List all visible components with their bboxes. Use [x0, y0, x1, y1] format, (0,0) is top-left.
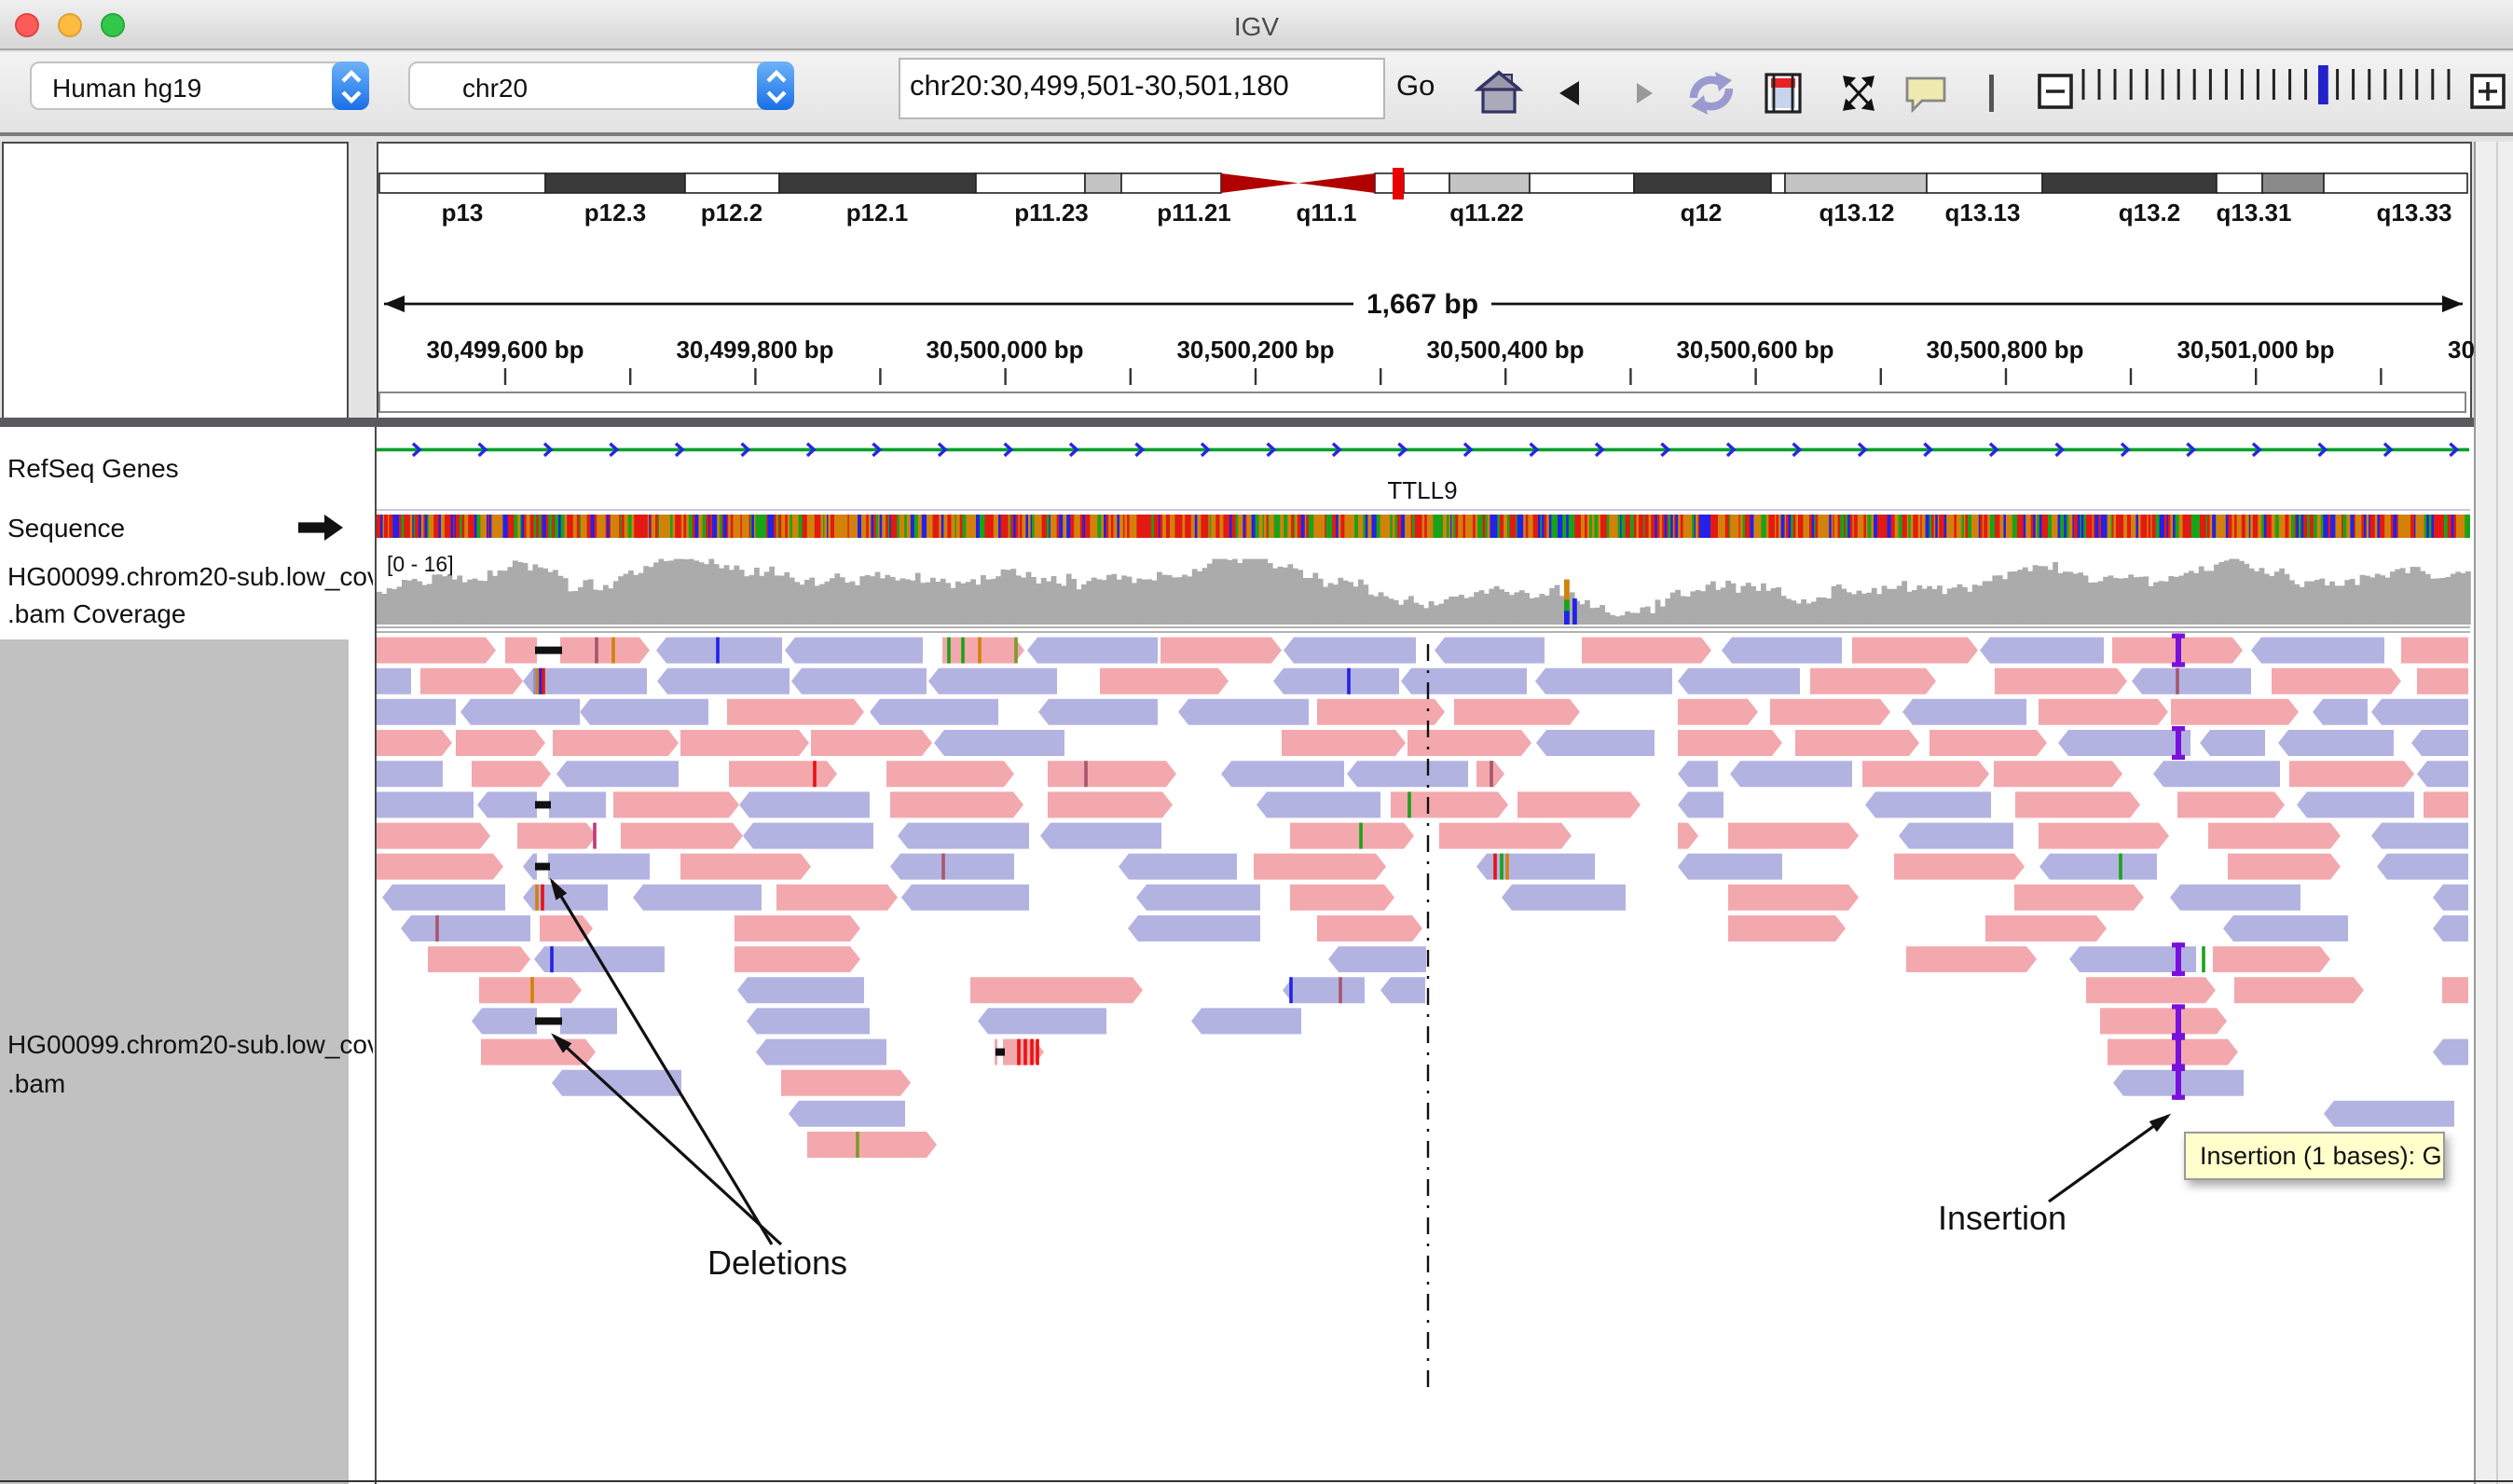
- svg-text:Deletions: Deletions: [707, 1243, 847, 1281]
- svg-text:30,500,400 bp: 30,500,400 bp: [1426, 336, 1584, 364]
- svg-text:p11.21: p11.21: [1157, 199, 1231, 227]
- svg-text:[0 - 16]: [0 - 16]: [387, 551, 454, 575]
- svg-text:p11.23: p11.23: [1014, 199, 1089, 227]
- svg-text:Insertion: Insertion: [1938, 1198, 2067, 1236]
- svg-text:p12.1: p12.1: [846, 199, 909, 227]
- svg-text:q13.31: q13.31: [2217, 199, 2292, 227]
- svg-text:q13.2: q13.2: [2119, 199, 2181, 227]
- svg-text:q13.33: q13.33: [2377, 199, 2452, 227]
- svg-text:30,499,800 bp: 30,499,800 bp: [676, 336, 833, 364]
- svg-text:30,499,600 bp: 30,499,600 bp: [426, 336, 584, 364]
- svg-text:1,667 bp: 1,667 bp: [1366, 289, 1478, 320]
- svg-text:30,500,200 bp: 30,500,200 bp: [1176, 336, 1334, 364]
- svg-text:q13.13: q13.13: [1945, 199, 2021, 227]
- svg-text:30,500,000 bp: 30,500,000 bp: [926, 336, 1083, 364]
- svg-text:q13.12: q13.12: [1820, 199, 1895, 227]
- svg-text:q11.22: q11.22: [1449, 199, 1524, 227]
- svg-text:p12.3: p12.3: [584, 199, 647, 227]
- svg-text:30,500,600 bp: 30,500,600 bp: [1676, 336, 1833, 364]
- svg-text:30: 30: [2448, 336, 2475, 364]
- svg-text:q11.1: q11.1: [1296, 199, 1356, 227]
- svg-text:Insertion (1 bases): G: Insertion (1 bases): G: [2200, 1141, 2442, 1169]
- svg-text:q12: q12: [1681, 199, 1723, 227]
- svg-text:30,500,800 bp: 30,500,800 bp: [1926, 336, 2083, 364]
- svg-text:p12.2: p12.2: [701, 199, 763, 227]
- svg-text:30,501,000 bp: 30,501,000 bp: [2177, 336, 2334, 364]
- svg-text:TTLL9: TTLL9: [1387, 475, 1457, 503]
- svg-text:p13: p13: [442, 199, 484, 227]
